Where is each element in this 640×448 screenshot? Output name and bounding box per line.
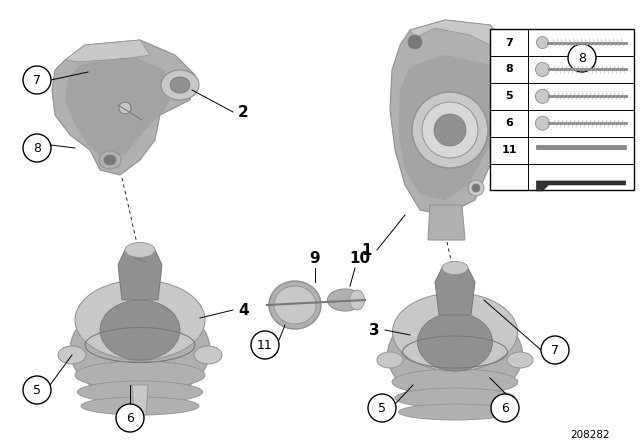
Circle shape xyxy=(408,35,422,49)
Ellipse shape xyxy=(125,242,155,258)
Ellipse shape xyxy=(58,346,86,364)
Text: 7: 7 xyxy=(33,73,41,86)
Text: 5: 5 xyxy=(378,401,386,414)
Ellipse shape xyxy=(392,369,518,395)
Ellipse shape xyxy=(81,397,199,415)
Circle shape xyxy=(536,37,548,48)
Circle shape xyxy=(116,404,144,432)
Ellipse shape xyxy=(417,313,493,371)
Polygon shape xyxy=(536,145,626,149)
Bar xyxy=(490,29,634,190)
Polygon shape xyxy=(132,385,148,415)
Ellipse shape xyxy=(349,290,365,310)
Text: 1: 1 xyxy=(362,242,372,258)
Ellipse shape xyxy=(70,300,210,400)
Ellipse shape xyxy=(75,361,205,389)
Text: 8: 8 xyxy=(505,65,513,74)
Circle shape xyxy=(492,35,508,51)
Polygon shape xyxy=(398,55,500,200)
Ellipse shape xyxy=(75,280,205,360)
Text: 3: 3 xyxy=(369,323,380,337)
Circle shape xyxy=(568,44,596,72)
Text: 9: 9 xyxy=(310,250,320,266)
Text: 4: 4 xyxy=(238,302,248,318)
Circle shape xyxy=(491,394,519,422)
Ellipse shape xyxy=(392,293,518,371)
Text: 7: 7 xyxy=(505,38,513,47)
Circle shape xyxy=(536,62,550,77)
Text: 2: 2 xyxy=(238,104,249,120)
Text: 5: 5 xyxy=(33,383,41,396)
Circle shape xyxy=(23,376,51,404)
Circle shape xyxy=(541,336,569,364)
Text: 6: 6 xyxy=(126,412,134,425)
Polygon shape xyxy=(390,20,515,215)
Ellipse shape xyxy=(377,352,403,368)
Ellipse shape xyxy=(442,262,468,275)
Text: 6: 6 xyxy=(501,401,509,414)
Text: 208282: 208282 xyxy=(570,430,610,440)
Text: 8: 8 xyxy=(33,142,41,155)
Polygon shape xyxy=(536,181,626,191)
Text: 11: 11 xyxy=(257,339,273,352)
Circle shape xyxy=(472,184,480,192)
Text: 11: 11 xyxy=(501,145,516,155)
Text: 10: 10 xyxy=(349,250,371,266)
Ellipse shape xyxy=(104,155,116,165)
Circle shape xyxy=(496,39,504,47)
Polygon shape xyxy=(428,205,465,240)
Circle shape xyxy=(422,102,478,158)
Polygon shape xyxy=(65,55,175,160)
Ellipse shape xyxy=(269,281,321,329)
Ellipse shape xyxy=(77,381,202,403)
Text: 6: 6 xyxy=(505,118,513,128)
Circle shape xyxy=(251,331,279,359)
Ellipse shape xyxy=(170,77,190,93)
Polygon shape xyxy=(435,268,475,315)
Circle shape xyxy=(23,66,51,94)
Circle shape xyxy=(536,89,550,103)
Circle shape xyxy=(23,134,51,162)
Ellipse shape xyxy=(194,346,222,364)
Text: 8: 8 xyxy=(578,52,586,65)
Ellipse shape xyxy=(99,151,121,169)
Ellipse shape xyxy=(395,388,515,408)
Ellipse shape xyxy=(387,307,522,402)
Text: 7: 7 xyxy=(551,344,559,357)
Text: 5: 5 xyxy=(505,91,513,101)
Circle shape xyxy=(119,102,131,114)
Polygon shape xyxy=(410,20,510,50)
Circle shape xyxy=(368,394,396,422)
Ellipse shape xyxy=(328,289,362,311)
Circle shape xyxy=(412,92,488,168)
Circle shape xyxy=(468,180,484,196)
Polygon shape xyxy=(52,40,195,175)
Circle shape xyxy=(536,116,550,130)
Circle shape xyxy=(434,114,466,146)
Ellipse shape xyxy=(161,70,199,100)
Polygon shape xyxy=(65,40,150,62)
Polygon shape xyxy=(118,250,162,300)
Ellipse shape xyxy=(399,404,511,420)
Ellipse shape xyxy=(100,300,180,360)
Ellipse shape xyxy=(274,286,316,324)
Ellipse shape xyxy=(507,352,533,368)
